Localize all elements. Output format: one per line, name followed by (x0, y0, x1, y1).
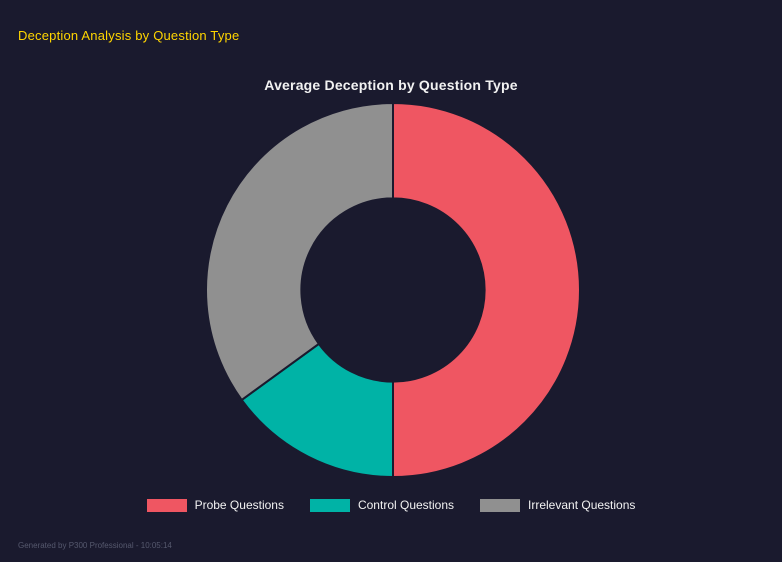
legend-item-probe-questions[interactable]: Probe Questions (146, 498, 284, 512)
report-title: Deception Analysis by Question Type (18, 28, 240, 43)
legend-label: Irrelevant Questions (528, 498, 636, 512)
donut-slice-probe-questions[interactable] (392, 101, 581, 479)
legend-swatch (480, 498, 521, 512)
legend-item-irrelevant-questions[interactable]: Irrelevant Questions (480, 498, 635, 512)
legend-swatch (309, 498, 350, 512)
donut-slice-irrelevant-questions[interactable] (205, 101, 394, 402)
footer-text: Generated by P300 Professional - 10:05:1… (18, 541, 172, 550)
chart-legend: Probe Questions Control Questions Irreleva… (0, 498, 782, 512)
donut-slice-control-questions[interactable] (240, 342, 394, 479)
legend-item-control-questions[interactable]: Control Questions (309, 498, 455, 512)
chart-title: Average Deception by Question Type (264, 77, 518, 93)
legend-label: Control Questions (357, 498, 455, 512)
legend-swatch (146, 498, 187, 512)
legend-label: Probe Questions (194, 498, 284, 512)
